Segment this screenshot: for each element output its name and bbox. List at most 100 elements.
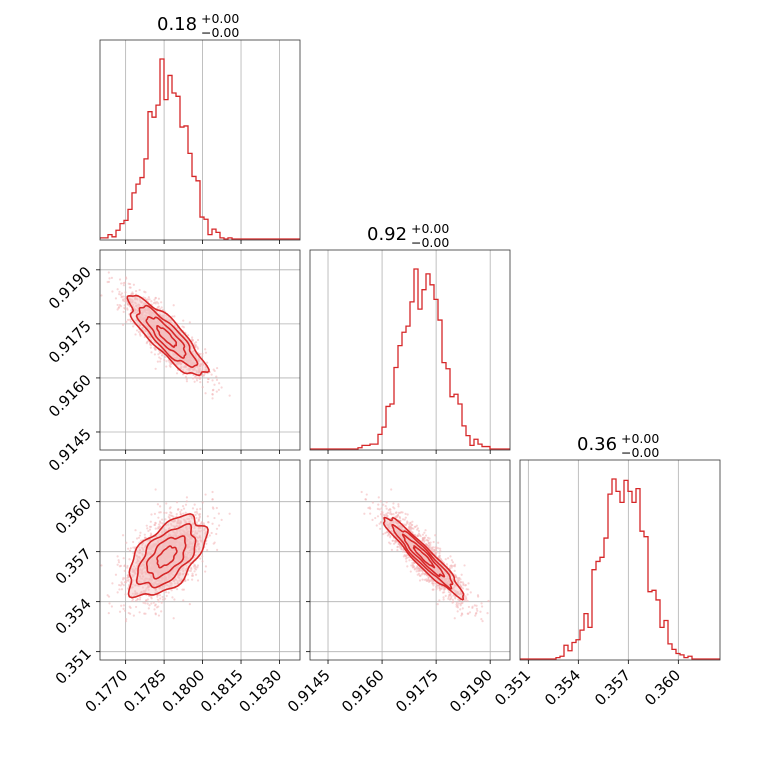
sample-point: [160, 610, 163, 613]
sample-point: [170, 347, 174, 350]
sample-point: [182, 507, 186, 510]
sample-point: [215, 390, 218, 393]
sample-point: [160, 518, 164, 521]
sample-point: [137, 309, 140, 312]
sample-point: [371, 518, 374, 521]
sample-point: [428, 579, 431, 583]
sample-point: [169, 326, 173, 329]
sample-point: [411, 564, 414, 567]
sample-point: [408, 559, 411, 562]
sample-point: [464, 584, 467, 587]
sample-point: [200, 521, 203, 525]
sample-point: [159, 521, 162, 524]
sample-point: [197, 513, 201, 516]
sample-point: [138, 611, 141, 614]
sample-point: [118, 293, 121, 296]
sample-point: [161, 595, 164, 599]
sample-point: [132, 540, 135, 544]
sample-point: [444, 594, 447, 597]
sample-point: [110, 605, 113, 608]
sample-point: [424, 534, 428, 537]
sample-point: [213, 383, 216, 386]
sample-point: [163, 511, 166, 514]
sample-point: [155, 331, 159, 335]
sample-point: [186, 368, 189, 371]
sample-point: [154, 323, 158, 326]
sample-point: [202, 374, 205, 377]
sample-point: [461, 613, 464, 616]
sample-point: [122, 284, 125, 287]
scatter-panel-p1-p3: [99, 459, 301, 661]
sample-point: [173, 342, 176, 345]
sample-point: [218, 382, 221, 385]
sample-point: [157, 516, 160, 519]
frame-p1-p2: [99, 249, 301, 451]
sample-point: [379, 500, 382, 503]
sample-point: [199, 381, 202, 384]
sample-point: [191, 361, 194, 364]
sample-point: [156, 503, 159, 506]
sample-point: [463, 564, 466, 567]
sample-point: [213, 541, 216, 544]
sample-point: [128, 558, 131, 561]
sample-point: [164, 597, 167, 600]
sample-point: [108, 602, 111, 605]
sample-point: [160, 306, 163, 309]
sample-point: [139, 539, 143, 542]
sample-point: [417, 569, 420, 573]
sample-point: [158, 594, 162, 597]
sample-point: [122, 557, 125, 560]
sample-point: [144, 330, 147, 333]
sample-point: [178, 349, 182, 352]
sample-point: [191, 339, 195, 342]
contour-level-2: [135, 304, 199, 368]
sample-point: [438, 551, 441, 555]
sample-point: [154, 313, 157, 317]
sample-point: [147, 320, 150, 323]
sample-point: [146, 602, 149, 605]
sample-point: [128, 318, 132, 321]
sample-point: [212, 388, 215, 391]
sample-point: [179, 336, 182, 339]
sample-point: [385, 501, 388, 504]
sample-point: [188, 353, 191, 356]
sample-point: [141, 577, 144, 580]
sample-point: [144, 314, 148, 318]
sample-point: [135, 537, 139, 540]
sample-point: [181, 505, 185, 508]
sample-point: [421, 533, 425, 536]
sample-point: [135, 319, 138, 322]
sample-point: [144, 323, 147, 327]
sample-point: [120, 588, 124, 591]
sample-point: [194, 573, 198, 576]
sample-point: [195, 508, 199, 511]
sample-point: [434, 534, 437, 537]
sample-point: [141, 317, 144, 321]
sample-point: [123, 306, 126, 309]
histogram-p2: [310, 268, 510, 450]
sample-point: [154, 367, 157, 370]
sample-point: [162, 333, 165, 336]
sample-point: [392, 502, 395, 505]
hist-panel-p2: 0.92 +0.00 −0.00: [309, 221, 511, 451]
sample-point: [382, 503, 385, 506]
sample-point: [211, 393, 214, 396]
sample-point: [131, 291, 134, 294]
sample-point: [450, 559, 453, 562]
sample-point: [144, 599, 148, 602]
sample-point: [176, 357, 179, 360]
sample-point: [466, 593, 469, 596]
contour-level-3: [145, 316, 187, 359]
sample-point: [423, 536, 426, 539]
sample-point: [164, 314, 168, 317]
sample-point: [184, 503, 188, 506]
sample-point: [120, 604, 123, 607]
sample-point: [447, 557, 450, 560]
sample-point: [148, 573, 151, 576]
sample-point: [117, 561, 121, 564]
sample-point: [121, 323, 125, 326]
sample-point: [134, 605, 138, 609]
sample-point: [175, 362, 178, 366]
sample-point: [150, 351, 153, 354]
sample-point: [144, 302, 147, 306]
